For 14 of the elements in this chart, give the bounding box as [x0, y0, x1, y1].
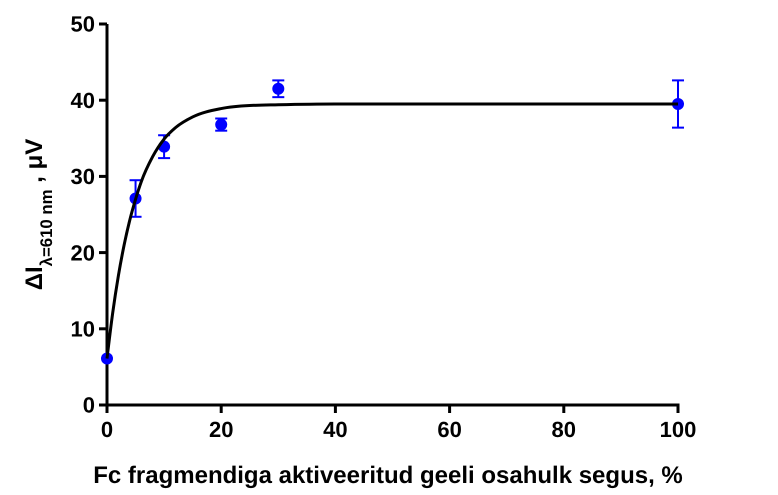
- x-tick-label: 20: [208, 417, 234, 442]
- y-tick-label: 40: [70, 88, 95, 113]
- y-tick-label: 30: [70, 164, 95, 190]
- y-tick-label: 0: [82, 392, 95, 418]
- x-tick-label: 100: [660, 417, 696, 442]
- x-tick-label: 80: [552, 417, 576, 442]
- y-tick-label: 20: [70, 240, 95, 266]
- x-axis-title: Fc fragmendiga aktiveeritud geeli osahulk segus, %: [93, 462, 683, 489]
- x-tick-label: 0: [100, 417, 114, 442]
- x-tick-label: 40: [323, 417, 348, 442]
- point: [272, 82, 284, 95]
- y-tick-label: 10: [70, 316, 95, 342]
- y-tick-label: 50: [70, 12, 95, 37]
- x-tick-label: 60: [437, 417, 462, 442]
